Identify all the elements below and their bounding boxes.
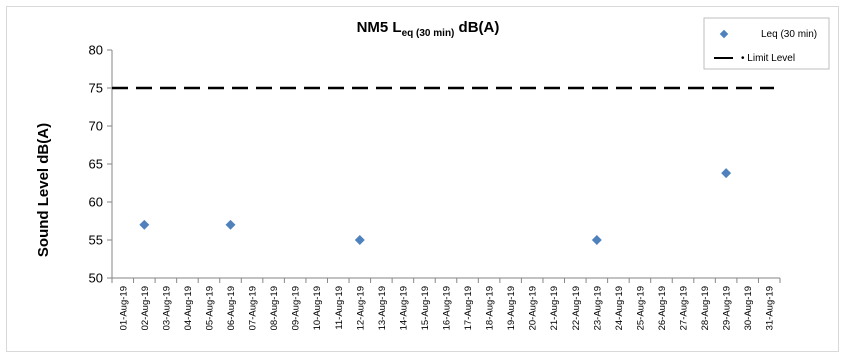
x-tick-label: 23-Aug-19 [592,286,603,330]
chart-frame [6,6,839,352]
legend-label-limit: • Limit Level [741,53,795,64]
x-tick-label: 31-Aug-19 [765,286,776,330]
x-tick-label: 01-Aug-19 [118,286,129,330]
x-tick-label: 29-Aug-19 [722,286,733,330]
x-tick-label: 13-Aug-19 [377,286,388,330]
y-tick-label: 70 [89,119,103,134]
data-point [139,219,150,230]
x-tick-label: 17-Aug-19 [463,286,474,330]
data-point [225,219,236,230]
x-tick-label: 10-Aug-19 [312,286,323,330]
x-tick-label: 15-Aug-19 [420,286,431,330]
x-tick-label: 19-Aug-19 [506,286,517,330]
x-tick-label: 30-Aug-19 [743,286,754,330]
y-tick-label: 60 [89,195,103,210]
x-tick-label: 22-Aug-19 [571,286,582,330]
legend-box [703,17,830,70]
x-tick-label: 20-Aug-19 [528,286,539,330]
y-tick-label: 75 [89,81,103,96]
x-tick-label: 14-Aug-19 [398,286,409,330]
y-axis-ticks: 50 55 60 65 70 75 80 [89,43,112,286]
x-tick-label: 27-Aug-19 [679,286,690,330]
x-tick-label: 26-Aug-19 [657,286,668,330]
legend: Leq (30 min) • Limit Level [703,17,830,70]
data-points [139,168,732,245]
x-tick-label: 06-Aug-19 [226,286,237,330]
x-tick-label: 03-Aug-19 [161,286,172,330]
x-tick-label: 02-Aug-19 [140,286,151,330]
x-tick-label: 09-Aug-19 [291,286,302,330]
x-tick-label: 04-Aug-19 [183,286,194,330]
x-tick-label: 12-Aug-19 [355,286,366,330]
x-tick-label: 25-Aug-19 [635,286,646,330]
data-point [591,235,602,245]
axes [111,50,780,279]
chart-title-subscript: eq (30 min) [402,28,455,39]
x-axis-ticks: 01-Aug-19 02-Aug-19 03-Aug-19 04-Aug-19 05-A… [111,278,781,330]
legend-label-limit-text: Limit Level [747,53,795,64]
chart-title-suffix: dB(A) [454,19,499,36]
chart-title-prefix: NM5 L [357,19,402,36]
x-tick-label: 18-Aug-19 [485,286,496,330]
x-tick-label: 08-Aug-19 [269,286,280,330]
x-tick-label: 16-Aug-19 [442,286,453,330]
y-axis-label: Sound Level dB(A) [35,123,52,257]
y-tick-label: 80 [89,43,103,58]
y-tick-label: 65 [89,157,103,172]
x-tick-label: 24-Aug-19 [614,286,625,330]
y-tick-label: 50 [89,271,103,286]
chart-title: NM5 Leq (30 min) dB(A) [357,19,500,39]
x-tick-label: 07-Aug-19 [248,286,259,330]
x-tick-label: 11-Aug-19 [334,286,345,330]
data-point [354,235,365,245]
data-point [721,168,732,179]
x-tick-label: 05-Aug-19 [204,286,215,330]
y-tick-label: 55 [89,233,103,248]
x-tick-label: 21-Aug-19 [549,286,560,330]
x-tick-label: 28-Aug-19 [700,286,711,330]
legend-label-leq: Leq (30 min) [761,29,817,40]
